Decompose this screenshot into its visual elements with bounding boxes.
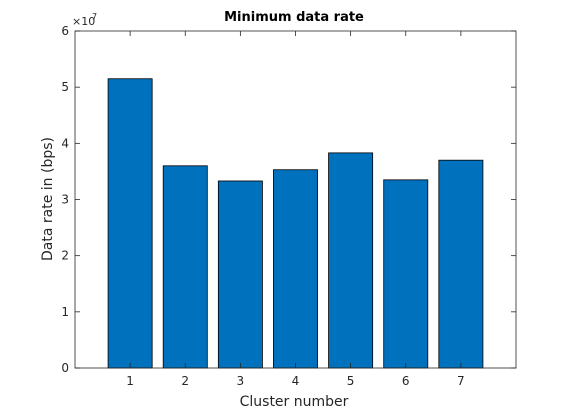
x-tick-label: 2: [181, 374, 189, 388]
y-tick-label: 0: [61, 361, 69, 375]
bar-cluster-1: [107, 78, 153, 369]
y-axis-title: Data rate in (bps): [40, 137, 56, 261]
y-tick-label: 5: [61, 80, 69, 94]
bars-group: [107, 78, 484, 369]
y-axis-exponent-power: 7: [92, 12, 97, 21]
y-tick-label: 6: [61, 24, 69, 38]
x-tick-label: 7: [457, 374, 465, 388]
y-tick-label: 3: [61, 193, 69, 207]
x-tick-label: 3: [237, 374, 245, 388]
y-axis-exponent-base: ×10: [72, 15, 95, 28]
x-axis-title: Cluster number: [240, 394, 349, 410]
y-tick-label: 1: [61, 305, 69, 319]
bar-cluster-4: [273, 169, 318, 369]
x-tick-label: 6: [402, 374, 410, 388]
bar-cluster-5: [328, 152, 374, 369]
y-tick-label: 2: [61, 249, 69, 263]
bar-cluster-2: [162, 165, 208, 369]
bar-cluster-6: [383, 179, 429, 369]
y-tick-label: 4: [61, 136, 69, 150]
x-tick-label: 1: [126, 374, 134, 388]
bar-cluster-3: [217, 180, 263, 369]
bar-cluster-7: [438, 159, 484, 369]
x-tick-label: 5: [347, 374, 355, 388]
x-ticks-group: 1 2 3 4 5 6 7: [126, 31, 465, 388]
x-tick-label: 4: [292, 374, 300, 388]
chart-title: Minimum data rate: [224, 10, 364, 25]
y-ticks-group: 0 1 2 3 4 5 6: [61, 24, 516, 375]
